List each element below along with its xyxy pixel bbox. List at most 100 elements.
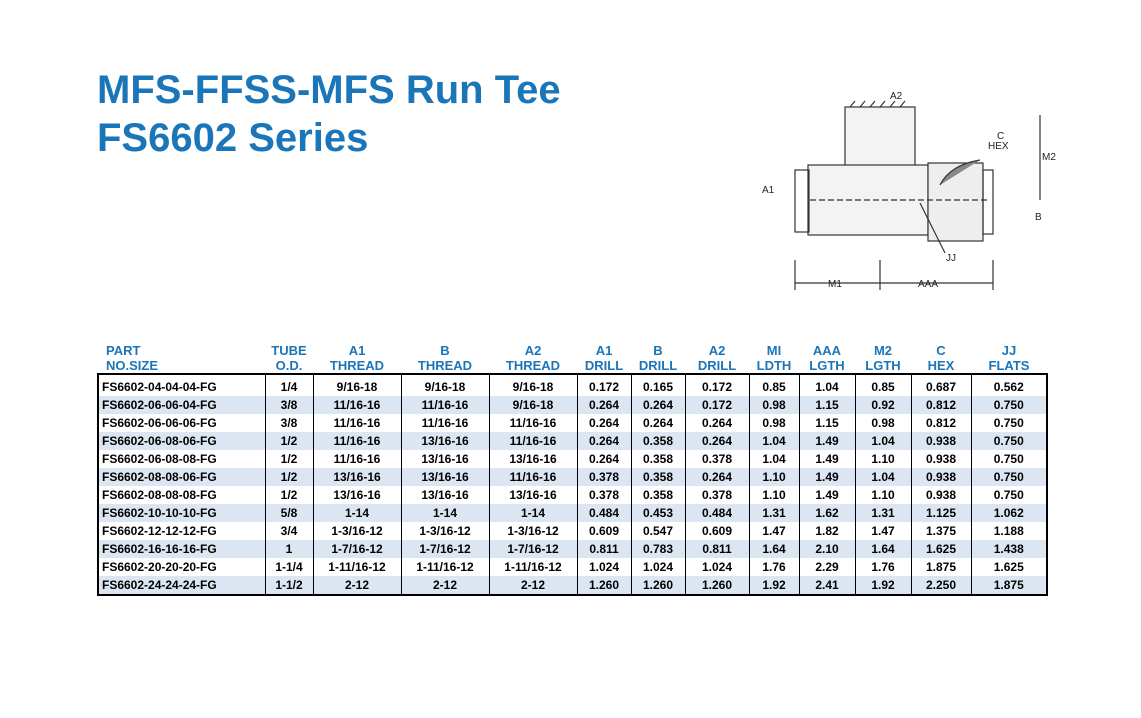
table-cell: 0.750 (970, 414, 1047, 432)
table-cell: 1.04 (854, 468, 911, 486)
table-cell: 0.264 (684, 414, 749, 432)
table-cell: FS6602-06-08-08-FG (97, 450, 265, 468)
header-text: DRILL (584, 358, 624, 373)
header-text: THREAD (329, 358, 385, 373)
diagram-label: A2 (890, 91, 903, 102)
table-cell: FS6602-10-10-10-FG (97, 504, 265, 522)
table-row: FS6602-20-20-20-FG 1-1/4 1-11/16-12 1-11/16… (97, 558, 1047, 576)
table-cell: 0.378 (576, 486, 631, 504)
table-cell: 1.47 (854, 522, 911, 540)
column-header: JJ FLATS (971, 343, 1047, 374)
table-cell: 1.10 (854, 486, 911, 504)
table-cell: 0.172 (684, 374, 749, 396)
table-cell: 3/4 (264, 522, 313, 540)
table-cell: 1.15 (798, 414, 855, 432)
table-cell: 1-14 (488, 504, 577, 522)
table-cell: 2.10 (798, 540, 855, 558)
table-cell: 1-7/16-12 (488, 540, 577, 558)
table-cell: 13/16-16 (488, 486, 577, 504)
table-cell: 1-14 (312, 504, 401, 522)
table-cell: 1.47 (748, 522, 799, 540)
table-row: FS6602-06-06-04-FG 3/8 11/16-16 11/16-16 9/1… (97, 396, 1047, 414)
table-row: FS6602-16-16-16-FG 1 1-7/16-12 1-7/16-12 1-7… (97, 540, 1047, 558)
table-cell: 1.04 (854, 432, 911, 450)
table-cell: FS6602-06-06-04-FG (97, 396, 265, 414)
table-cell: 0.378 (684, 486, 749, 504)
diagram: A2 C HEX M2 A1 B JJ M1 AAA (762, 91, 1056, 290)
table-cell: FS6602-08-08-06-FG (97, 468, 265, 486)
column-header: TUBE O.D. (265, 343, 313, 374)
diagram-label: AAA (918, 279, 938, 290)
table-cell: 0.938 (910, 432, 971, 450)
header-text: DRILL (697, 358, 737, 373)
table-cell: 0.609 (576, 522, 631, 540)
header-text: FLATS (988, 358, 1030, 373)
diagram-label: A1 (762, 185, 775, 196)
table-cell: 1.49 (798, 450, 855, 468)
table-cell: 1.188 (970, 522, 1047, 540)
table-cell: 0.750 (970, 468, 1047, 486)
header-text: LGTH (865, 358, 901, 373)
table-cell: 1-11/16-12 (400, 558, 489, 576)
table-cell: 0.750 (970, 450, 1047, 468)
table-cell: 13/16-16 (488, 450, 577, 468)
table-cell: 1.49 (798, 468, 855, 486)
table-cell: 0.938 (910, 450, 971, 468)
header-text: A1 (595, 343, 613, 358)
header-text: DRILL (638, 358, 678, 373)
table-cell: 11/16-16 (488, 468, 577, 486)
column-header: B DRILL (631, 343, 685, 374)
table-cell: 1.062 (970, 504, 1047, 522)
table-cell: 2.29 (798, 558, 855, 576)
table-cell: 1.125 (910, 504, 971, 522)
table-cell: 0.264 (630, 396, 685, 414)
table-cell: 1.62 (798, 504, 855, 522)
header-text: C (936, 343, 946, 358)
table-cell: FS6602-04-04-04-FG (97, 374, 265, 396)
table-cell: 9/16-18 (312, 374, 401, 396)
table-cell: 11/16-16 (400, 414, 489, 432)
diagram-label: M2 (1042, 152, 1056, 163)
table-cell: 1.31 (748, 504, 799, 522)
table-cell: 1.438 (970, 540, 1047, 558)
table-cell: 1.49 (798, 486, 855, 504)
table-cell: 0.172 (576, 374, 631, 396)
table-cell: 0.378 (684, 450, 749, 468)
table-cell: 1/4 (264, 374, 313, 396)
column-header: C HEX (911, 343, 971, 374)
subtitle: FS6602 Series (97, 116, 369, 160)
table-cell: 0.812 (910, 396, 971, 414)
header-text: AAA (812, 343, 842, 358)
table-row: FS6602-08-08-08-FG 1/2 13/16-16 13/16-16 13/… (97, 486, 1047, 504)
table-cell: 13/16-16 (400, 432, 489, 450)
table-cell: 9/16-18 (488, 374, 577, 396)
table-cell: 0.812 (910, 414, 971, 432)
table-cell: 1.625 (910, 540, 971, 558)
table-cell: 0.750 (970, 396, 1047, 414)
table-cell: 0.378 (576, 468, 631, 486)
table-cell: 0.264 (576, 432, 631, 450)
table-cell: 1.04 (748, 432, 799, 450)
table-cell: 0.938 (910, 486, 971, 504)
table-cell: 1.31 (854, 504, 911, 522)
table-cell: FS6602-16-16-16-FG (97, 540, 265, 558)
header-text: B (440, 343, 450, 358)
table-cell: 1-11/16-12 (312, 558, 401, 576)
header-text: B (653, 343, 663, 358)
table-cell: 1-11/16-12 (488, 558, 577, 576)
table-cell: 0.750 (970, 486, 1047, 504)
table-cell: 1.024 (684, 558, 749, 576)
table-cell: 0.358 (630, 486, 685, 504)
table-row: FS6602-06-08-08-FG 1/2 11/16-16 13/16-16 13/… (97, 450, 1047, 468)
header-text: JJ (1001, 343, 1017, 358)
table-cell: 1-3/16-12 (400, 522, 489, 540)
table-cell: 1.10 (854, 450, 911, 468)
title: MFS-FFSS-MFS Run Tee (97, 68, 561, 112)
table-cell: 1.024 (576, 558, 631, 576)
table-cell: 1.625 (970, 558, 1047, 576)
diagram-label: HEX (988, 141, 1009, 152)
table-cell: 0.750 (970, 432, 1047, 450)
table-cell: FS6602-12-12-12-FG (97, 522, 265, 540)
header-text: A1 (348, 343, 366, 358)
column-header: A1 DRILL (577, 343, 631, 374)
